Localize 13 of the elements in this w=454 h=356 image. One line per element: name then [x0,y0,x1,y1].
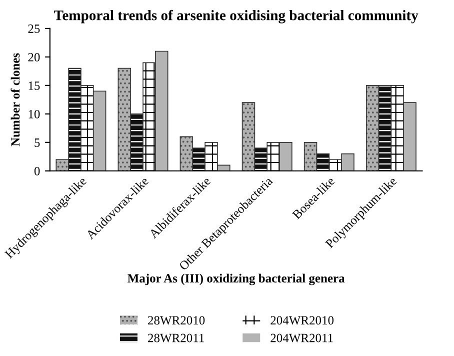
chart-title: Temporal trends of arsenite oxidising bacterial community [54,10,418,24]
legend-label: 204WR2010 [270,316,334,325]
y-tick-label: 5 [34,138,40,147]
y-tick-label: 15 [28,82,40,90]
x-axis-title: Major As (III) oxidizing bacterial genera [128,274,345,286]
y-tick-label: 0 [34,166,40,176]
legend-label: 28WR2010 [148,316,205,325]
y-tick-label: 20 [28,52,40,62]
y-tick-label: 10 [28,110,40,118]
y-axis-title: Number of clones [10,53,20,146]
legend-label: 204WR2011 [270,334,333,342]
legend-label: 28WR2011 [148,334,204,342]
y-tick-label: 25 [28,24,40,33]
